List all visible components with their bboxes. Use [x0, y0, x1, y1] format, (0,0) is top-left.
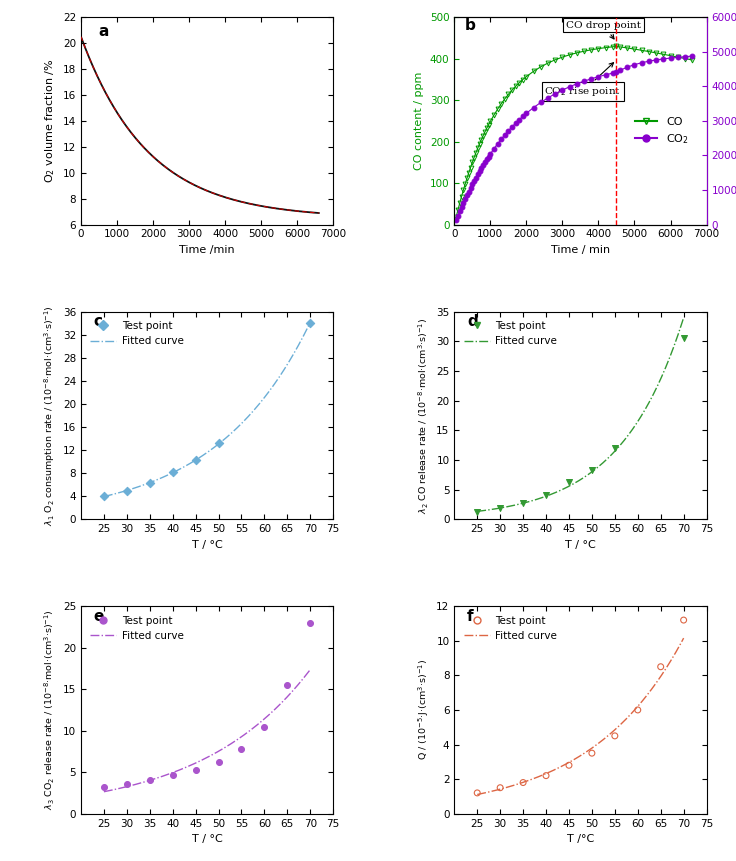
Text: a: a [99, 24, 109, 39]
Point [167, 465, 179, 479]
Y-axis label: $\lambda_3$ CO$_2$ release rate / (10$^{-8}$·mol·(cm$^3$·s)$^{-1}$): $\lambda_3$ CO$_2$ release rate / (10$^{… [43, 610, 57, 810]
Point [236, 742, 247, 756]
Point [190, 763, 202, 777]
Point [190, 454, 202, 468]
Point [281, 678, 293, 692]
Point [258, 720, 270, 734]
Point [213, 755, 224, 769]
Point [586, 463, 598, 477]
Text: e: e [93, 609, 104, 623]
Legend: Test point, Fitted curve: Test point, Fitted curve [459, 317, 561, 350]
X-axis label: T / °C: T / °C [191, 540, 222, 549]
Point [586, 746, 598, 760]
Point [540, 769, 552, 783]
Point [144, 476, 155, 490]
X-axis label: T / °C: T / °C [565, 540, 596, 549]
Point [471, 505, 483, 519]
Text: b: b [464, 18, 475, 33]
Point [98, 780, 110, 794]
Point [678, 613, 690, 627]
Legend: CO, CO$_2$: CO, CO$_2$ [631, 112, 693, 151]
Y-axis label: O$_2$ volume fraction /%: O$_2$ volume fraction /% [43, 59, 57, 183]
Point [144, 773, 155, 787]
Text: d: d [467, 314, 478, 329]
Point [517, 496, 529, 510]
X-axis label: Time /min: Time /min [180, 245, 235, 255]
Text: c: c [93, 314, 102, 329]
Text: CO$_2$ rise point: CO$_2$ rise point [545, 63, 621, 98]
Text: CO drop point: CO drop point [566, 21, 641, 39]
Y-axis label: CO content / ppm: CO content / ppm [414, 71, 424, 170]
Point [540, 488, 552, 502]
Y-axis label: $\lambda_1$ O$_2$ consumption rate / (10$^{-8}$·mol·(cm$^3$·s)$^{-1}$): $\lambda_1$ O$_2$ consumption rate / (10… [43, 305, 57, 526]
Point [121, 485, 132, 499]
X-axis label: T /°C: T /°C [567, 834, 594, 844]
Legend: Test point, Fitted curve: Test point, Fitted curve [86, 611, 188, 645]
X-axis label: Time / min: Time / min [551, 245, 610, 255]
Y-axis label: $\lambda_2$ CO release rate / (10$^{-8}$·mol·(cm$^3$·s)$^{-1}$): $\lambda_2$ CO release rate / (10$^{-8}$… [417, 318, 431, 513]
Point [517, 776, 529, 790]
Point [563, 759, 575, 772]
Point [632, 703, 644, 717]
Point [678, 331, 690, 345]
Point [167, 769, 179, 783]
Legend: Test point, Fitted curve: Test point, Fitted curve [459, 611, 561, 645]
Point [655, 660, 667, 673]
Text: f: f [467, 609, 473, 623]
X-axis label: T / °C: T / °C [191, 834, 222, 844]
Point [495, 502, 506, 516]
Point [471, 786, 483, 800]
Point [305, 316, 316, 330]
Point [213, 437, 224, 450]
Point [495, 781, 506, 795]
Point [563, 475, 575, 489]
Point [98, 489, 110, 503]
Point [121, 777, 132, 790]
Point [609, 441, 620, 455]
Y-axis label: Q / (10$^{-5}$·J·(cm$^3$·s)$^{-1}$): Q / (10$^{-5}$·J·(cm$^3$·s)$^{-1}$) [416, 660, 431, 760]
Legend: Test point, Fitted curve: Test point, Fitted curve [86, 317, 188, 350]
Point [305, 616, 316, 629]
Point [609, 729, 620, 743]
